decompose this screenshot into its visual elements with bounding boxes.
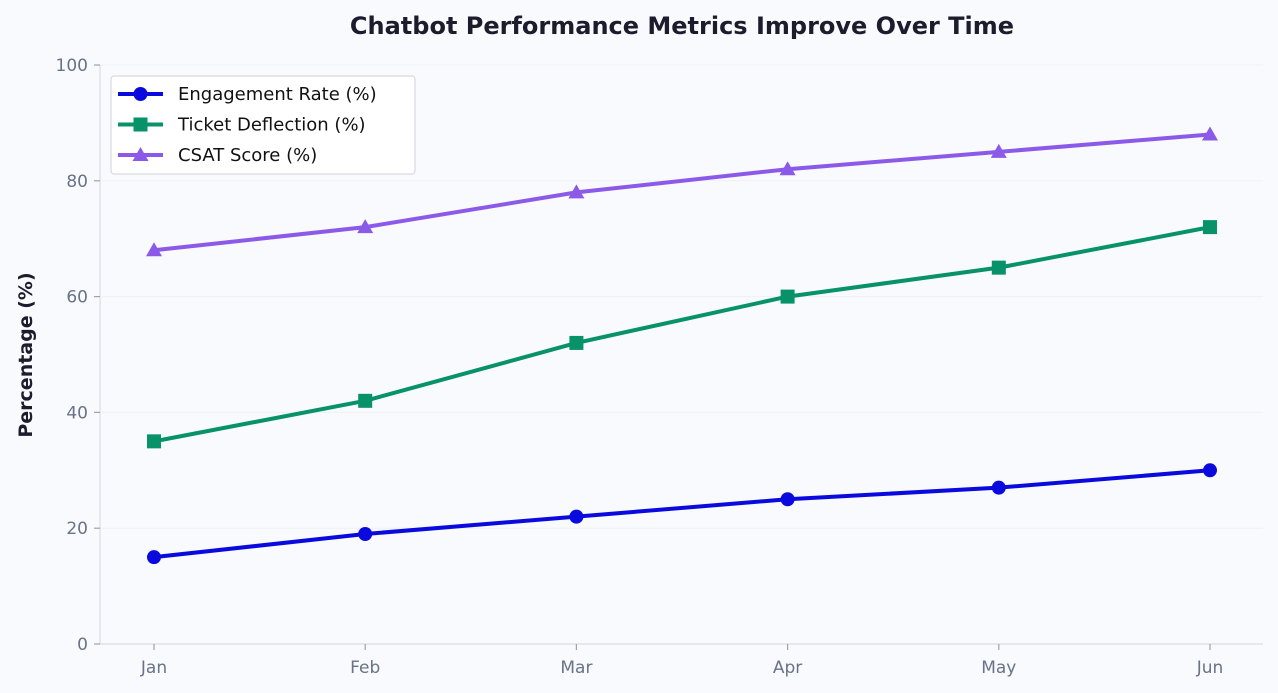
data-point-triangle bbox=[1202, 126, 1218, 141]
y-tick-label: 60 bbox=[66, 288, 88, 308]
series-group bbox=[147, 220, 1217, 449]
data-point-square bbox=[569, 335, 584, 350]
y-tick-label: 100 bbox=[56, 56, 88, 76]
series-group bbox=[146, 126, 1218, 257]
y-tick-label: 0 bbox=[77, 635, 88, 655]
data-point-circle bbox=[147, 550, 161, 565]
legend-label: Ticket Deflection (%) bbox=[177, 115, 366, 136]
data-point-triangle bbox=[990, 143, 1007, 158]
y-axis-label: Percentage (%) bbox=[15, 272, 37, 437]
y-tick-label: 20 bbox=[66, 519, 88, 539]
legend-item: Ticket Deflection (%) bbox=[118, 115, 366, 136]
data-point-square bbox=[147, 434, 161, 449]
series-line bbox=[152, 225, 1212, 444]
data-point-triangle bbox=[357, 219, 374, 234]
x-tick-label: Jan bbox=[140, 658, 167, 678]
data-point-square bbox=[991, 260, 1006, 275]
legend-label: Engagement Rate (%) bbox=[178, 84, 377, 105]
legend: Engagement Rate (%) Ticket Deflection (%)… bbox=[110, 75, 416, 175]
x-tick-label: Apr bbox=[773, 658, 802, 678]
data-point-circle bbox=[569, 509, 584, 524]
y-tick-label: 80 bbox=[66, 172, 88, 192]
data-point-square bbox=[133, 117, 148, 132]
x-tick-label: Jun bbox=[1196, 658, 1224, 678]
y-tick-label: 40 bbox=[66, 403, 88, 423]
data-point-circle bbox=[991, 480, 1006, 495]
x-tick-label: Mar bbox=[560, 658, 592, 678]
data-point-triangle bbox=[568, 184, 585, 199]
series-line bbox=[152, 132, 1212, 253]
data-point-square bbox=[780, 289, 795, 304]
legend-item: Engagement Rate (%) bbox=[118, 84, 377, 105]
x-tick-label: Feb bbox=[350, 658, 380, 678]
data-point-square bbox=[358, 393, 373, 408]
series-group bbox=[147, 463, 1217, 565]
x-tick-label: May bbox=[981, 658, 1016, 678]
data-point-circle bbox=[1203, 463, 1217, 478]
legend-label: CSAT Score (%) bbox=[178, 145, 317, 166]
series-line bbox=[152, 468, 1212, 560]
data-series bbox=[146, 126, 1218, 565]
data-point-triangle bbox=[779, 161, 796, 176]
data-point-circle bbox=[358, 526, 373, 541]
grid-lines bbox=[100, 64, 1263, 529]
data-point-triangle bbox=[146, 242, 162, 257]
data-point-circle bbox=[133, 87, 148, 101]
data-point-triangle bbox=[132, 147, 149, 161]
data-point-circle bbox=[780, 492, 795, 507]
data-point-square bbox=[1203, 220, 1217, 235]
legend-item: CSAT Score (%) bbox=[118, 145, 317, 166]
axes: 0 20 40 60 80 100 Jan Feb Mar Apr May Jun bbox=[56, 56, 1263, 678]
chart-title: Chatbot Performance Metrics Improve Over… bbox=[350, 12, 1014, 40]
legend-box bbox=[110, 75, 416, 175]
